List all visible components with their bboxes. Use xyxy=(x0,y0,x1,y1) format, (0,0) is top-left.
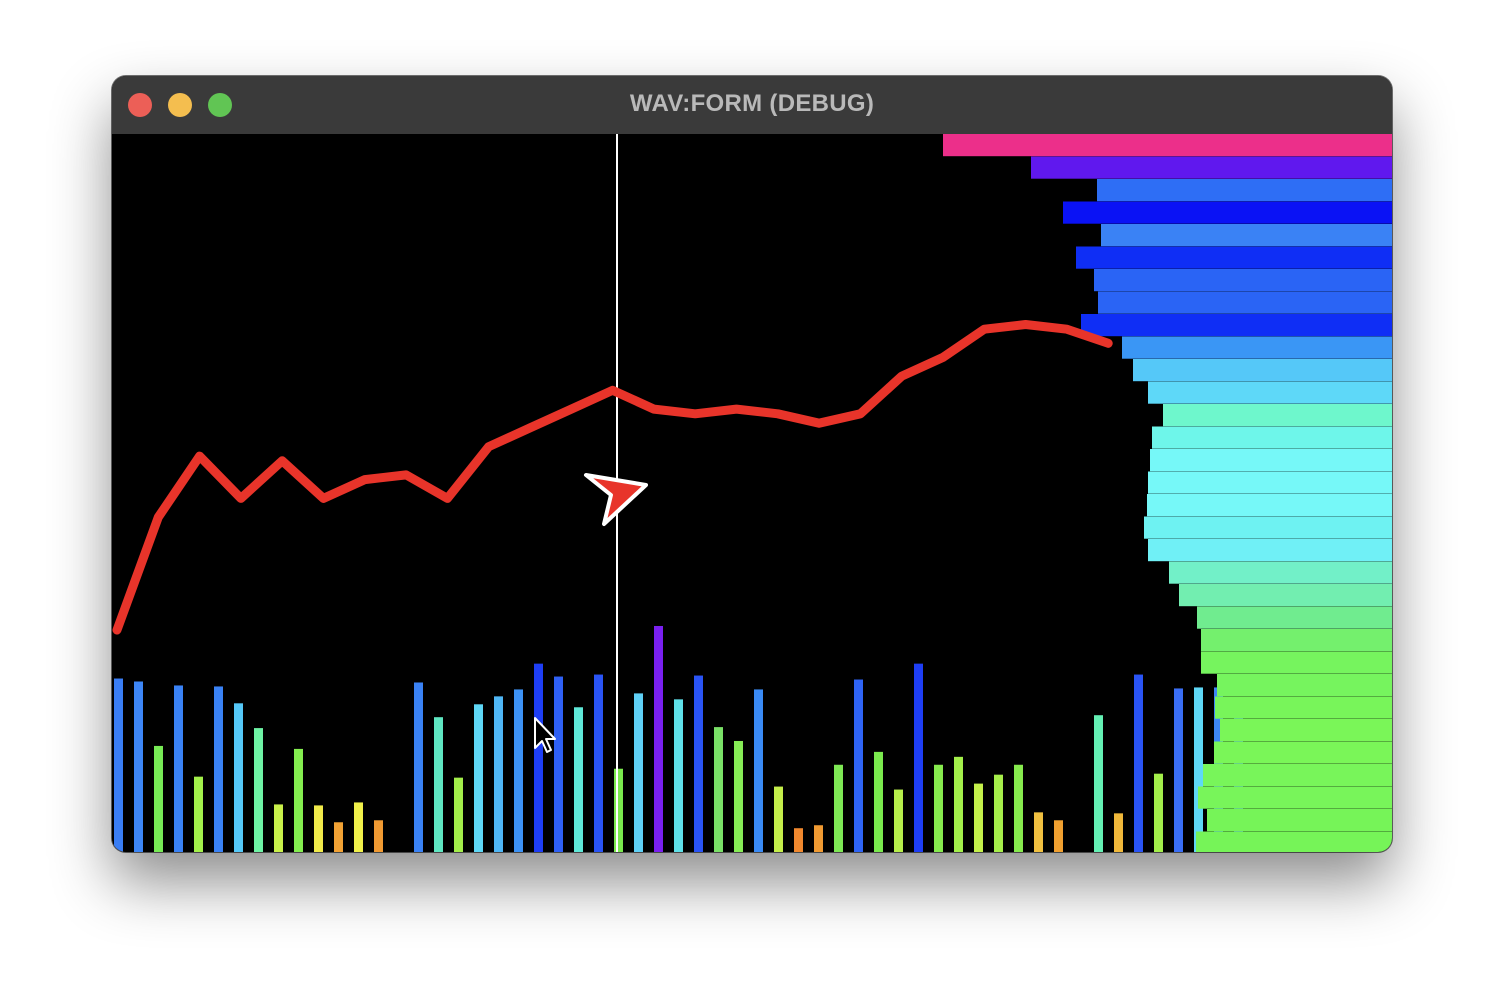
spectrum-bar xyxy=(1134,674,1143,852)
level-bar xyxy=(1197,606,1392,629)
level-bar xyxy=(1214,741,1392,764)
spectrum-bar xyxy=(974,783,983,852)
spectrum-bar xyxy=(994,774,1003,852)
spectrum-bar xyxy=(574,707,583,852)
level-bar xyxy=(1163,404,1392,427)
level-bar xyxy=(1076,246,1392,269)
spectrum-bar xyxy=(1034,812,1043,852)
spectrum-bar xyxy=(234,703,243,852)
app-window: WAV:FORM (DEBUG) xyxy=(112,76,1392,852)
window-title: WAV:FORM (DEBUG) xyxy=(629,90,875,117)
zoom-button[interactable] xyxy=(208,93,232,117)
level-bar xyxy=(1148,471,1392,494)
spectrum-bar xyxy=(1174,688,1183,852)
spectrum-bar xyxy=(474,704,483,852)
level-bar xyxy=(1098,291,1392,314)
spectrum-bar xyxy=(174,685,183,852)
spectrum-bar xyxy=(254,728,263,852)
spectrum-bar xyxy=(134,681,143,852)
spectrum-bar xyxy=(534,663,543,852)
level-bar xyxy=(1201,651,1392,674)
level-bar xyxy=(1152,426,1392,449)
level-bar xyxy=(1150,449,1392,472)
spectrum-bar xyxy=(554,676,563,852)
direction-arrow-icon xyxy=(584,473,648,526)
amplitude-line xyxy=(112,320,1113,635)
mouse-pointer-icon xyxy=(534,717,556,753)
spectrum-bar xyxy=(514,689,523,852)
level-bar xyxy=(1198,786,1392,809)
spectrum-bar xyxy=(874,751,883,852)
level-bar xyxy=(1101,224,1392,247)
spectrum-bar xyxy=(734,740,743,852)
level-bar xyxy=(1169,561,1392,584)
spectrum-bar xyxy=(754,689,763,852)
spectrum-bar xyxy=(214,686,223,852)
level-bar xyxy=(1148,381,1392,404)
level-bar xyxy=(1179,584,1392,607)
spectrum-bar xyxy=(654,625,663,852)
spectrum-bar xyxy=(374,820,383,852)
level-bar xyxy=(1097,179,1392,202)
spectrum-bar xyxy=(354,802,363,852)
spectrum-bar xyxy=(694,675,703,852)
spectrum-bar xyxy=(294,748,303,852)
level-bar xyxy=(943,134,1392,157)
visualizer-svg xyxy=(112,134,1392,852)
spectrum-bar xyxy=(154,745,163,852)
spectrum-bar xyxy=(614,768,623,852)
spectrum-bar xyxy=(894,789,903,852)
level-bar xyxy=(1148,539,1392,562)
spectrum-bar xyxy=(454,777,463,852)
spectrum-bar xyxy=(1014,764,1023,852)
spectrum-bar xyxy=(814,825,823,852)
spectrum-bar xyxy=(414,682,423,852)
spectrum-bar xyxy=(714,727,723,852)
level-bar xyxy=(1063,201,1392,224)
level-bar xyxy=(1220,719,1392,742)
spectrum-bar xyxy=(934,764,943,852)
spectrum-bar xyxy=(1114,813,1123,852)
visualizer-canvas[interactable] xyxy=(112,134,1392,852)
level-bar xyxy=(1094,269,1392,292)
level-bar xyxy=(1201,629,1392,652)
spectrum-bar xyxy=(434,717,443,852)
level-bar xyxy=(1031,156,1392,179)
title-bar[interactable]: WAV:FORM (DEBUG) xyxy=(112,76,1392,135)
spectrum-bars xyxy=(114,625,1243,852)
spectrum-bar xyxy=(334,822,343,852)
level-bar xyxy=(1196,831,1392,852)
spectrum-bar xyxy=(594,674,603,852)
spectrum-bar xyxy=(634,693,643,852)
level-bar xyxy=(1144,516,1392,539)
level-bar xyxy=(1207,809,1392,832)
level-bar xyxy=(1122,336,1392,359)
spectrum-bar xyxy=(1154,773,1163,852)
spectrum-bar xyxy=(674,699,683,852)
level-bars xyxy=(943,134,1392,852)
level-bar xyxy=(1147,494,1392,517)
close-button[interactable] xyxy=(128,93,152,117)
minimize-button[interactable] xyxy=(168,93,192,117)
spectrum-bar xyxy=(1054,820,1063,852)
spectrum-bar xyxy=(854,679,863,852)
spectrum-bar xyxy=(1194,687,1203,852)
level-bar xyxy=(1081,314,1392,337)
level-bar xyxy=(1203,764,1392,787)
spectrum-bar xyxy=(794,828,803,852)
spectrum-bar xyxy=(194,776,203,852)
level-bar xyxy=(1217,674,1392,697)
spectrum-bar xyxy=(914,663,923,852)
spectrum-bar xyxy=(494,696,503,852)
spectrum-bar xyxy=(774,786,783,852)
spectrum-bar xyxy=(834,764,843,852)
spectrum-bar xyxy=(314,805,323,852)
spectrum-bar xyxy=(114,678,123,852)
spectrum-bar xyxy=(954,756,963,852)
level-bar xyxy=(1133,359,1392,382)
spectrum-bar xyxy=(1094,715,1103,852)
spectrum-bar xyxy=(274,804,283,852)
level-bar xyxy=(1215,696,1392,719)
